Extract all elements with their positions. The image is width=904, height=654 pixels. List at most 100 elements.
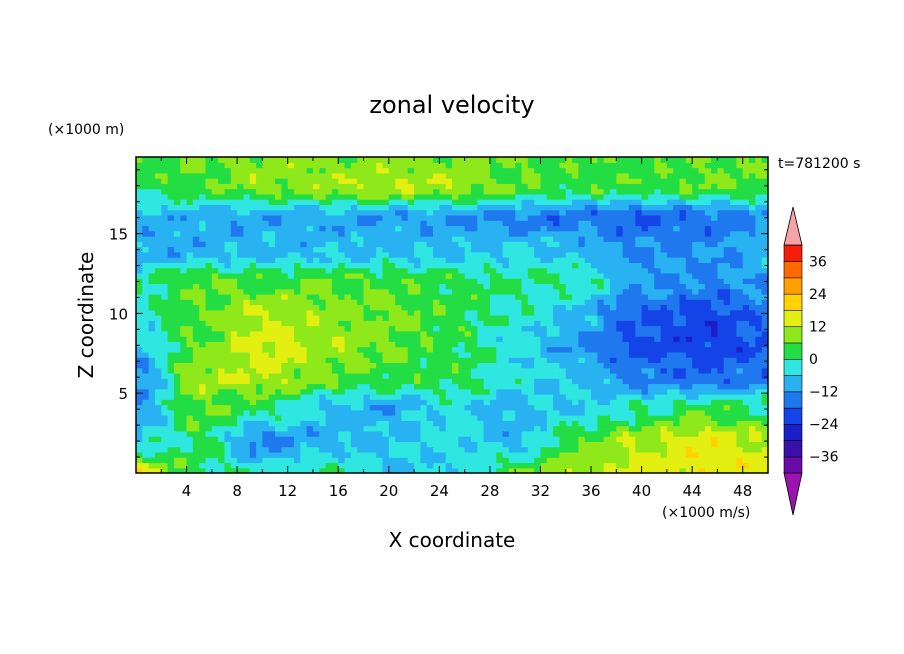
field-cell: [654, 278, 662, 284]
field-cell: [388, 283, 396, 290]
field-cell: [363, 436, 371, 442]
field-cell: [357, 246, 365, 253]
field-cell: [692, 246, 700, 253]
field-cell: [452, 388, 459, 395]
field-cell: [470, 325, 478, 332]
field-cell: [243, 272, 251, 279]
field-cell: [489, 220, 497, 227]
field-cell: [161, 367, 169, 374]
field-cell: [527, 299, 535, 306]
field-cell: [136, 267, 143, 274]
field-cell: [635, 262, 643, 269]
field-cell: [401, 293, 409, 300]
field-cell: [243, 367, 251, 374]
field-cell: [572, 441, 579, 448]
field-cell: [312, 325, 320, 332]
field-cell: [553, 283, 561, 290]
field-cell: [395, 362, 403, 369]
field-cell: [685, 451, 693, 458]
field-cell: [603, 336, 611, 342]
field-cell: [357, 267, 365, 274]
field-cell: [515, 257, 523, 263]
field-cell: [344, 257, 352, 263]
field-cell: [180, 257, 188, 263]
field-cell: [319, 325, 327, 332]
field-cell: [312, 404, 320, 411]
field-cell: [388, 272, 396, 279]
field-cell: [350, 357, 358, 363]
field-cell: [464, 394, 472, 400]
field-cell: [540, 378, 548, 385]
field-cell: [647, 351, 655, 358]
field-cell: [376, 304, 384, 311]
field-cell: [673, 315, 681, 321]
field-cell: [306, 441, 314, 448]
field-cell: [306, 378, 314, 385]
field-cell: [192, 399, 200, 406]
field-cell: [502, 267, 510, 274]
field-cell: [350, 446, 358, 453]
field-cell: [553, 446, 561, 453]
field-cell: [136, 251, 143, 258]
field-cell: [199, 457, 207, 464]
field-cell: [470, 446, 478, 453]
field-cell: [161, 362, 169, 369]
field-cell: [211, 304, 219, 311]
field-cell: [275, 325, 282, 332]
field-cell: [281, 415, 289, 421]
field-cell: [167, 430, 175, 437]
field-cell: [287, 388, 295, 395]
field-cell: [622, 357, 630, 363]
field-cell: [230, 251, 238, 258]
field-cell: [496, 409, 504, 416]
field-cell: [211, 451, 219, 458]
field-cell: [338, 262, 346, 269]
field-cell: [407, 304, 415, 311]
field-cell: [395, 441, 403, 448]
field-cell: [445, 230, 453, 237]
field-cell: [230, 441, 238, 448]
field-cell: [294, 330, 301, 337]
field-cell: [679, 436, 687, 442]
field-cell: [268, 404, 276, 411]
field-cell: [218, 262, 226, 269]
field-cell: [673, 446, 681, 453]
field-cell: [508, 336, 516, 342]
field-cell: [616, 362, 624, 369]
field-cell: [211, 246, 219, 253]
field-cell: [275, 257, 282, 263]
field-cell: [275, 357, 282, 363]
field-cell: [268, 441, 276, 448]
field-cell: [388, 462, 396, 469]
field-cell: [654, 467, 662, 473]
field-cell: [382, 299, 390, 306]
field-cell: [610, 230, 617, 237]
field-cell: [331, 430, 339, 437]
field-cell: [173, 262, 181, 269]
field-cell: [376, 446, 384, 453]
field-cell: [622, 299, 630, 306]
field-cell: [572, 304, 579, 311]
field-cell: [679, 278, 687, 284]
field-cell: [414, 399, 421, 406]
field-cell: [553, 430, 561, 437]
field-cell: [622, 241, 630, 248]
field-cell: [749, 425, 756, 432]
field-cell: [470, 457, 478, 464]
field-cell: [142, 257, 150, 263]
field-cell: [268, 293, 276, 300]
field-cell: [401, 209, 409, 216]
field-cell: [382, 457, 390, 464]
field-cell: [616, 346, 624, 353]
field-cell: [224, 425, 232, 432]
field-cell: [546, 467, 554, 473]
field-cell: [477, 225, 485, 232]
field-cell: [237, 309, 245, 316]
field-cell: [281, 315, 289, 321]
field-cell: [205, 430, 213, 437]
field-cell: [647, 246, 655, 253]
field-cell: [319, 367, 327, 374]
field-cell: [369, 330, 377, 337]
field-cell: [597, 351, 605, 358]
field-cell: [325, 415, 333, 421]
